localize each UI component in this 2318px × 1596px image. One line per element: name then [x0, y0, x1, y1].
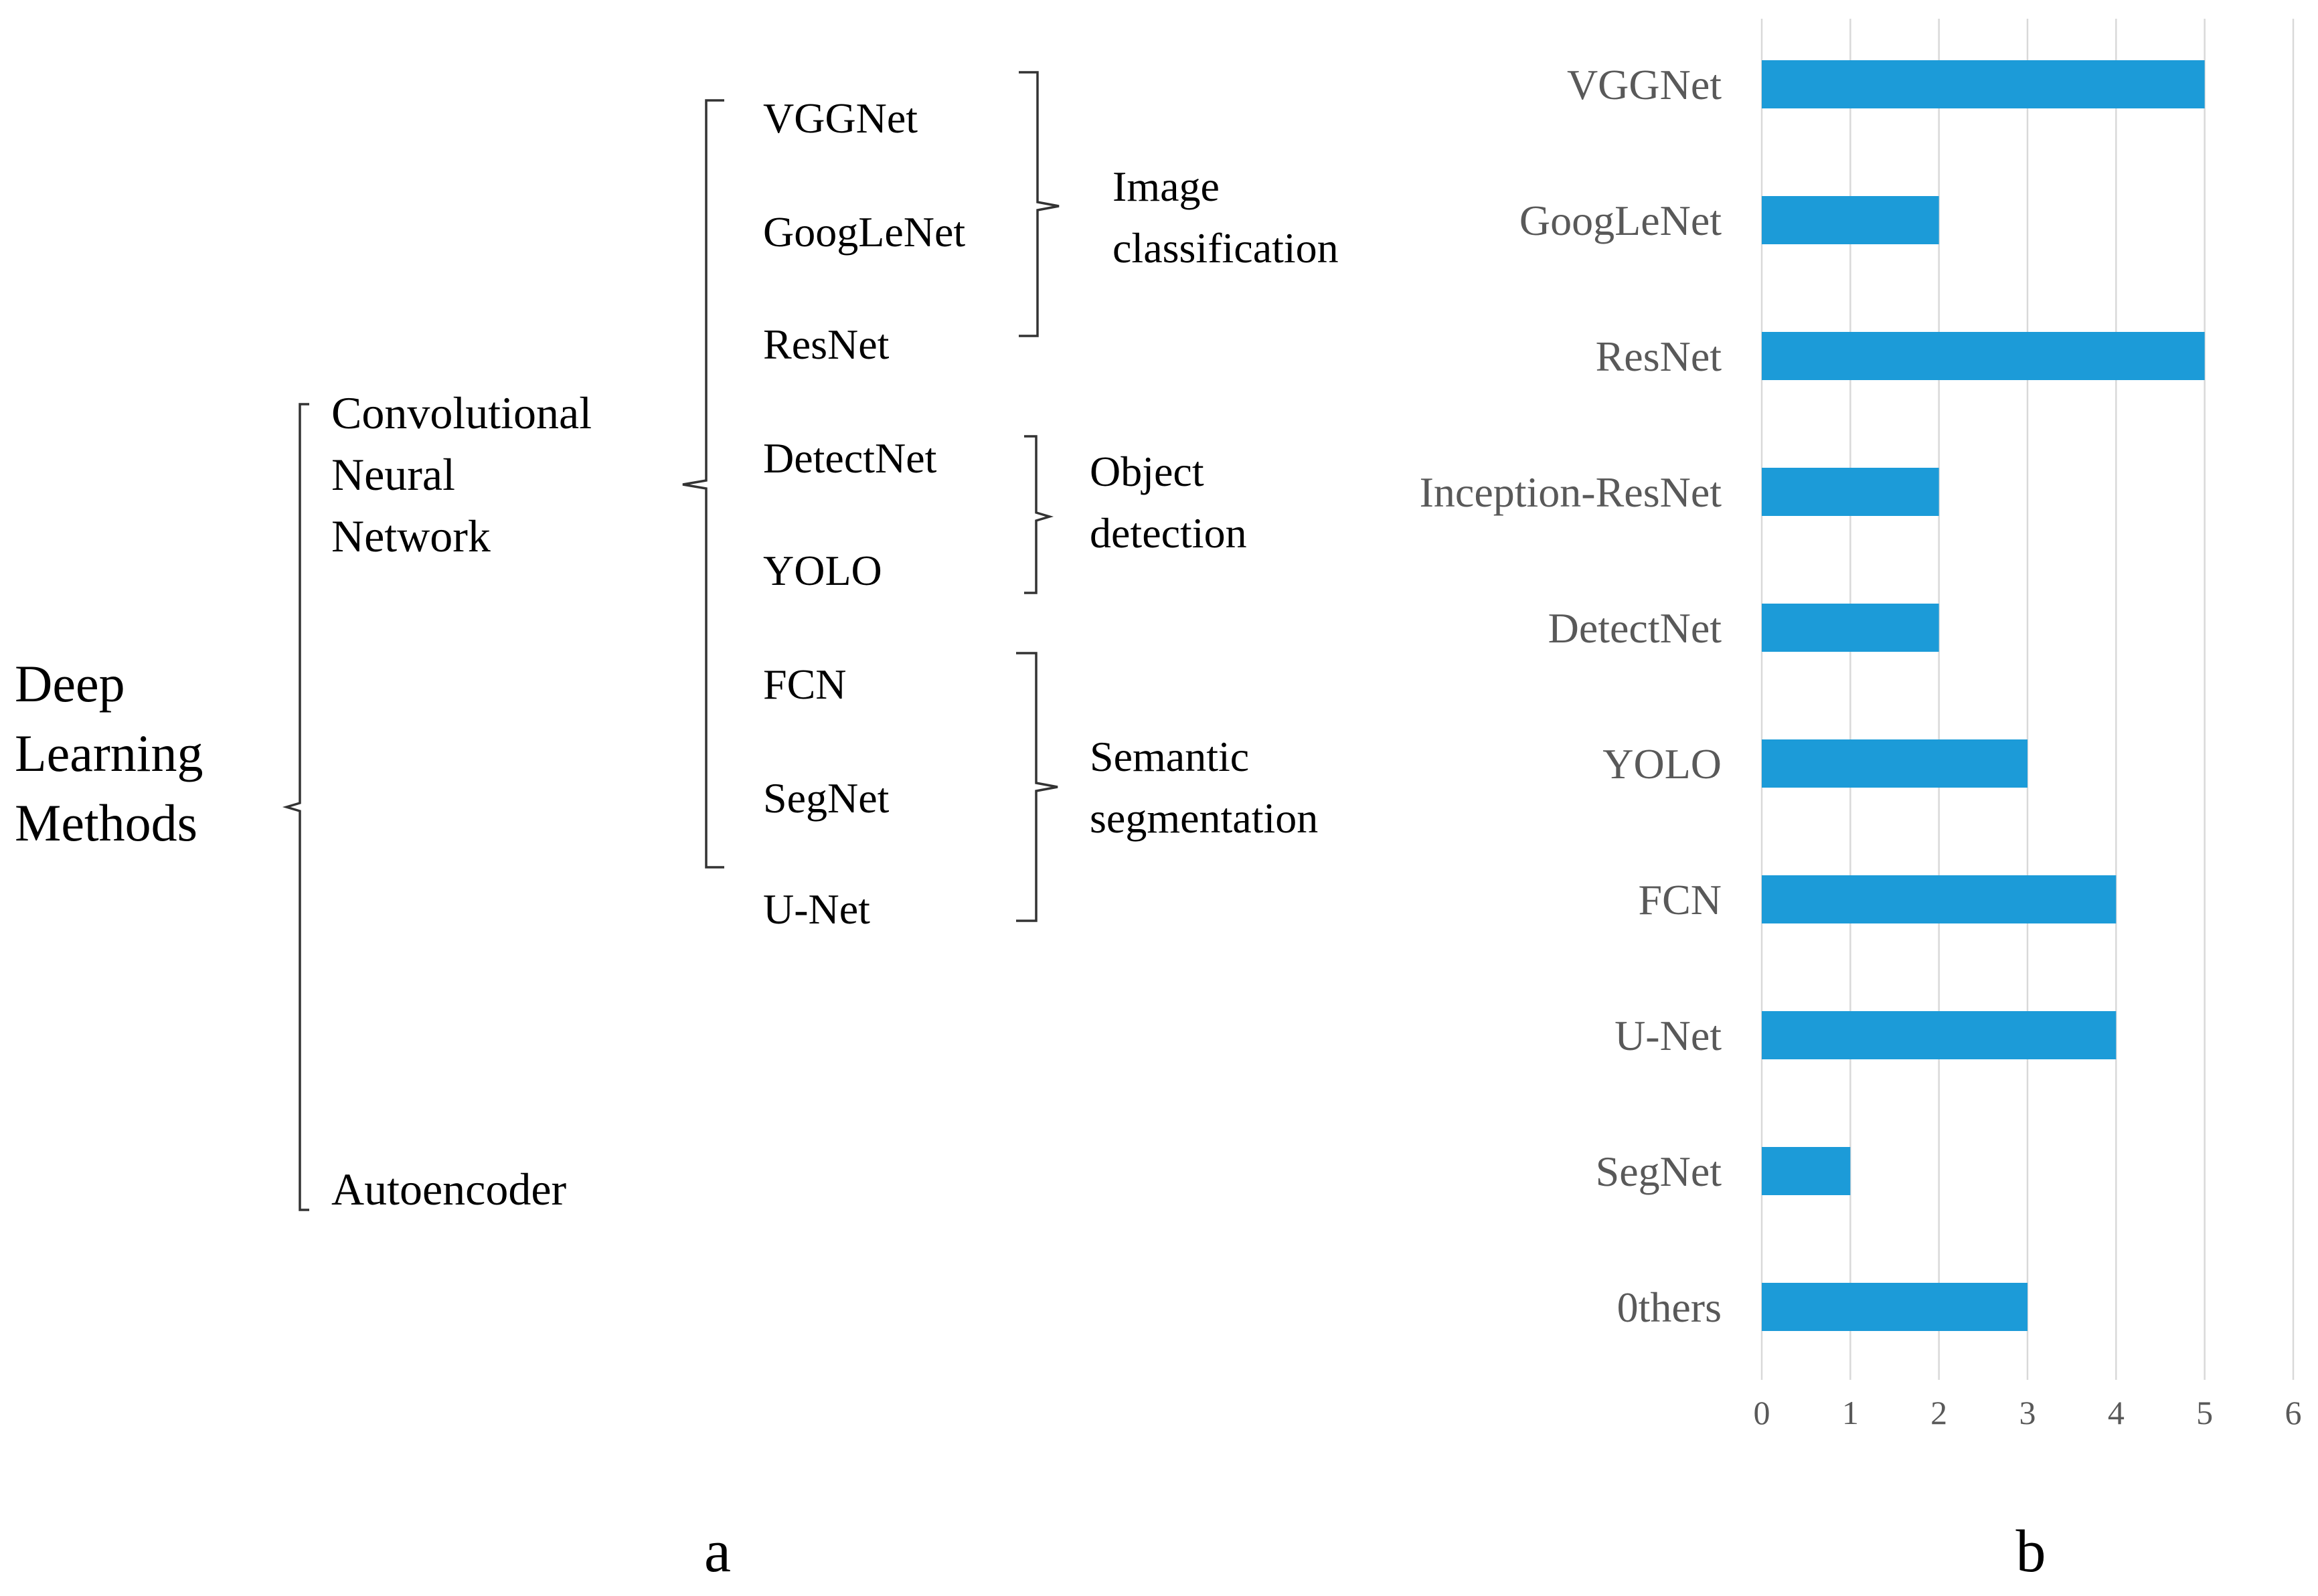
network-segnet: SegNet [763, 774, 890, 822]
x-tick-label-1: 1 [1842, 1394, 1859, 1431]
root-brace [282, 403, 309, 1211]
task-classification-line-1: Image [1112, 163, 1220, 210]
bar-0thers [1762, 1283, 2027, 1331]
root-label-line-3: Methods [15, 794, 197, 852]
network-yolo: YOLO [763, 547, 882, 594]
detection-brace [1024, 435, 1054, 594]
task-detection-line-1: Object [1090, 448, 1204, 495]
bar-detectnet [1762, 604, 1939, 652]
task-segmentation-line-1: Semantic [1090, 733, 1249, 780]
cnn-label-line-1: Convolutional [331, 387, 592, 438]
x-tick-label-6: 6 [2285, 1394, 2302, 1431]
category-label-fcn: FCN [1639, 876, 1722, 923]
task-detection-line-2: detection [1090, 509, 1247, 557]
category-label-yolo: YOLO [1602, 740, 1722, 788]
autoencoder-label: Autoencoder [331, 1164, 567, 1215]
taxonomy-diagram: Deep Learning Methods Convolutional Neur… [15, 71, 1339, 1215]
root-label-line-2: Learning [15, 724, 203, 782]
bar-segnet [1762, 1147, 1851, 1195]
network-googlenet: GoogLeNet [763, 208, 965, 256]
category-label-detectnet: DetectNet [1548, 604, 1722, 652]
cnn-label-line-3: Network [331, 511, 491, 561]
segmentation-brace [1016, 652, 1058, 922]
task-classification-line-2: classification [1112, 224, 1339, 272]
panel-label-a: a [704, 1518, 731, 1585]
category-label-resnet: ResNet [1596, 333, 1722, 380]
bar-fcn [1762, 875, 2117, 923]
category-label-inception-resnet: Inception-ResNet [1420, 468, 1722, 516]
bar-chart: 0 1 2 3 4 5 6 VGGNet GoogLeNet ResNet Inception-Re… [1420, 19, 2302, 1431]
classification-brace [1019, 71, 1060, 337]
network-vggnet: VGGNet [763, 94, 918, 142]
bar-yolo [1762, 739, 2027, 788]
cnn-brace [682, 99, 724, 869]
category-label-u-net: U-Net [1615, 1012, 1722, 1059]
panel-label-b: b [2016, 1518, 2046, 1585]
root-label-line-1: Deep [15, 654, 125, 713]
bar-u-net [1762, 1011, 2117, 1059]
cnn-label-line-2: Neural [331, 449, 455, 500]
category-label-vggnet: VGGNet [1567, 61, 1722, 108]
task-segmentation-line-2: segmentation [1090, 794, 1318, 842]
category-label-googlenet: GoogLeNet [1519, 197, 1722, 244]
bar-inception-resnet [1762, 468, 1939, 516]
bar-googlenet [1762, 196, 1939, 244]
bar-resnet [1762, 332, 2205, 380]
x-tick-label-3: 3 [2019, 1394, 2036, 1431]
network-detectnet: DetectNet [763, 434, 937, 482]
x-tick-label-4: 4 [2108, 1394, 2125, 1431]
x-tick-label-2: 2 [1930, 1394, 1947, 1431]
network-unet: U-Net [763, 885, 870, 933]
x-tick-label-5: 5 [2196, 1394, 2213, 1431]
network-resnet: ResNet [763, 321, 890, 368]
bar-vggnet [1762, 60, 2205, 108]
x-tick-label-0: 0 [1754, 1394, 1770, 1431]
category-label-segnet: SegNet [1596, 1148, 1722, 1195]
category-label-0thers: 0thers [1617, 1283, 1722, 1331]
network-fcn: FCN [763, 660, 847, 708]
